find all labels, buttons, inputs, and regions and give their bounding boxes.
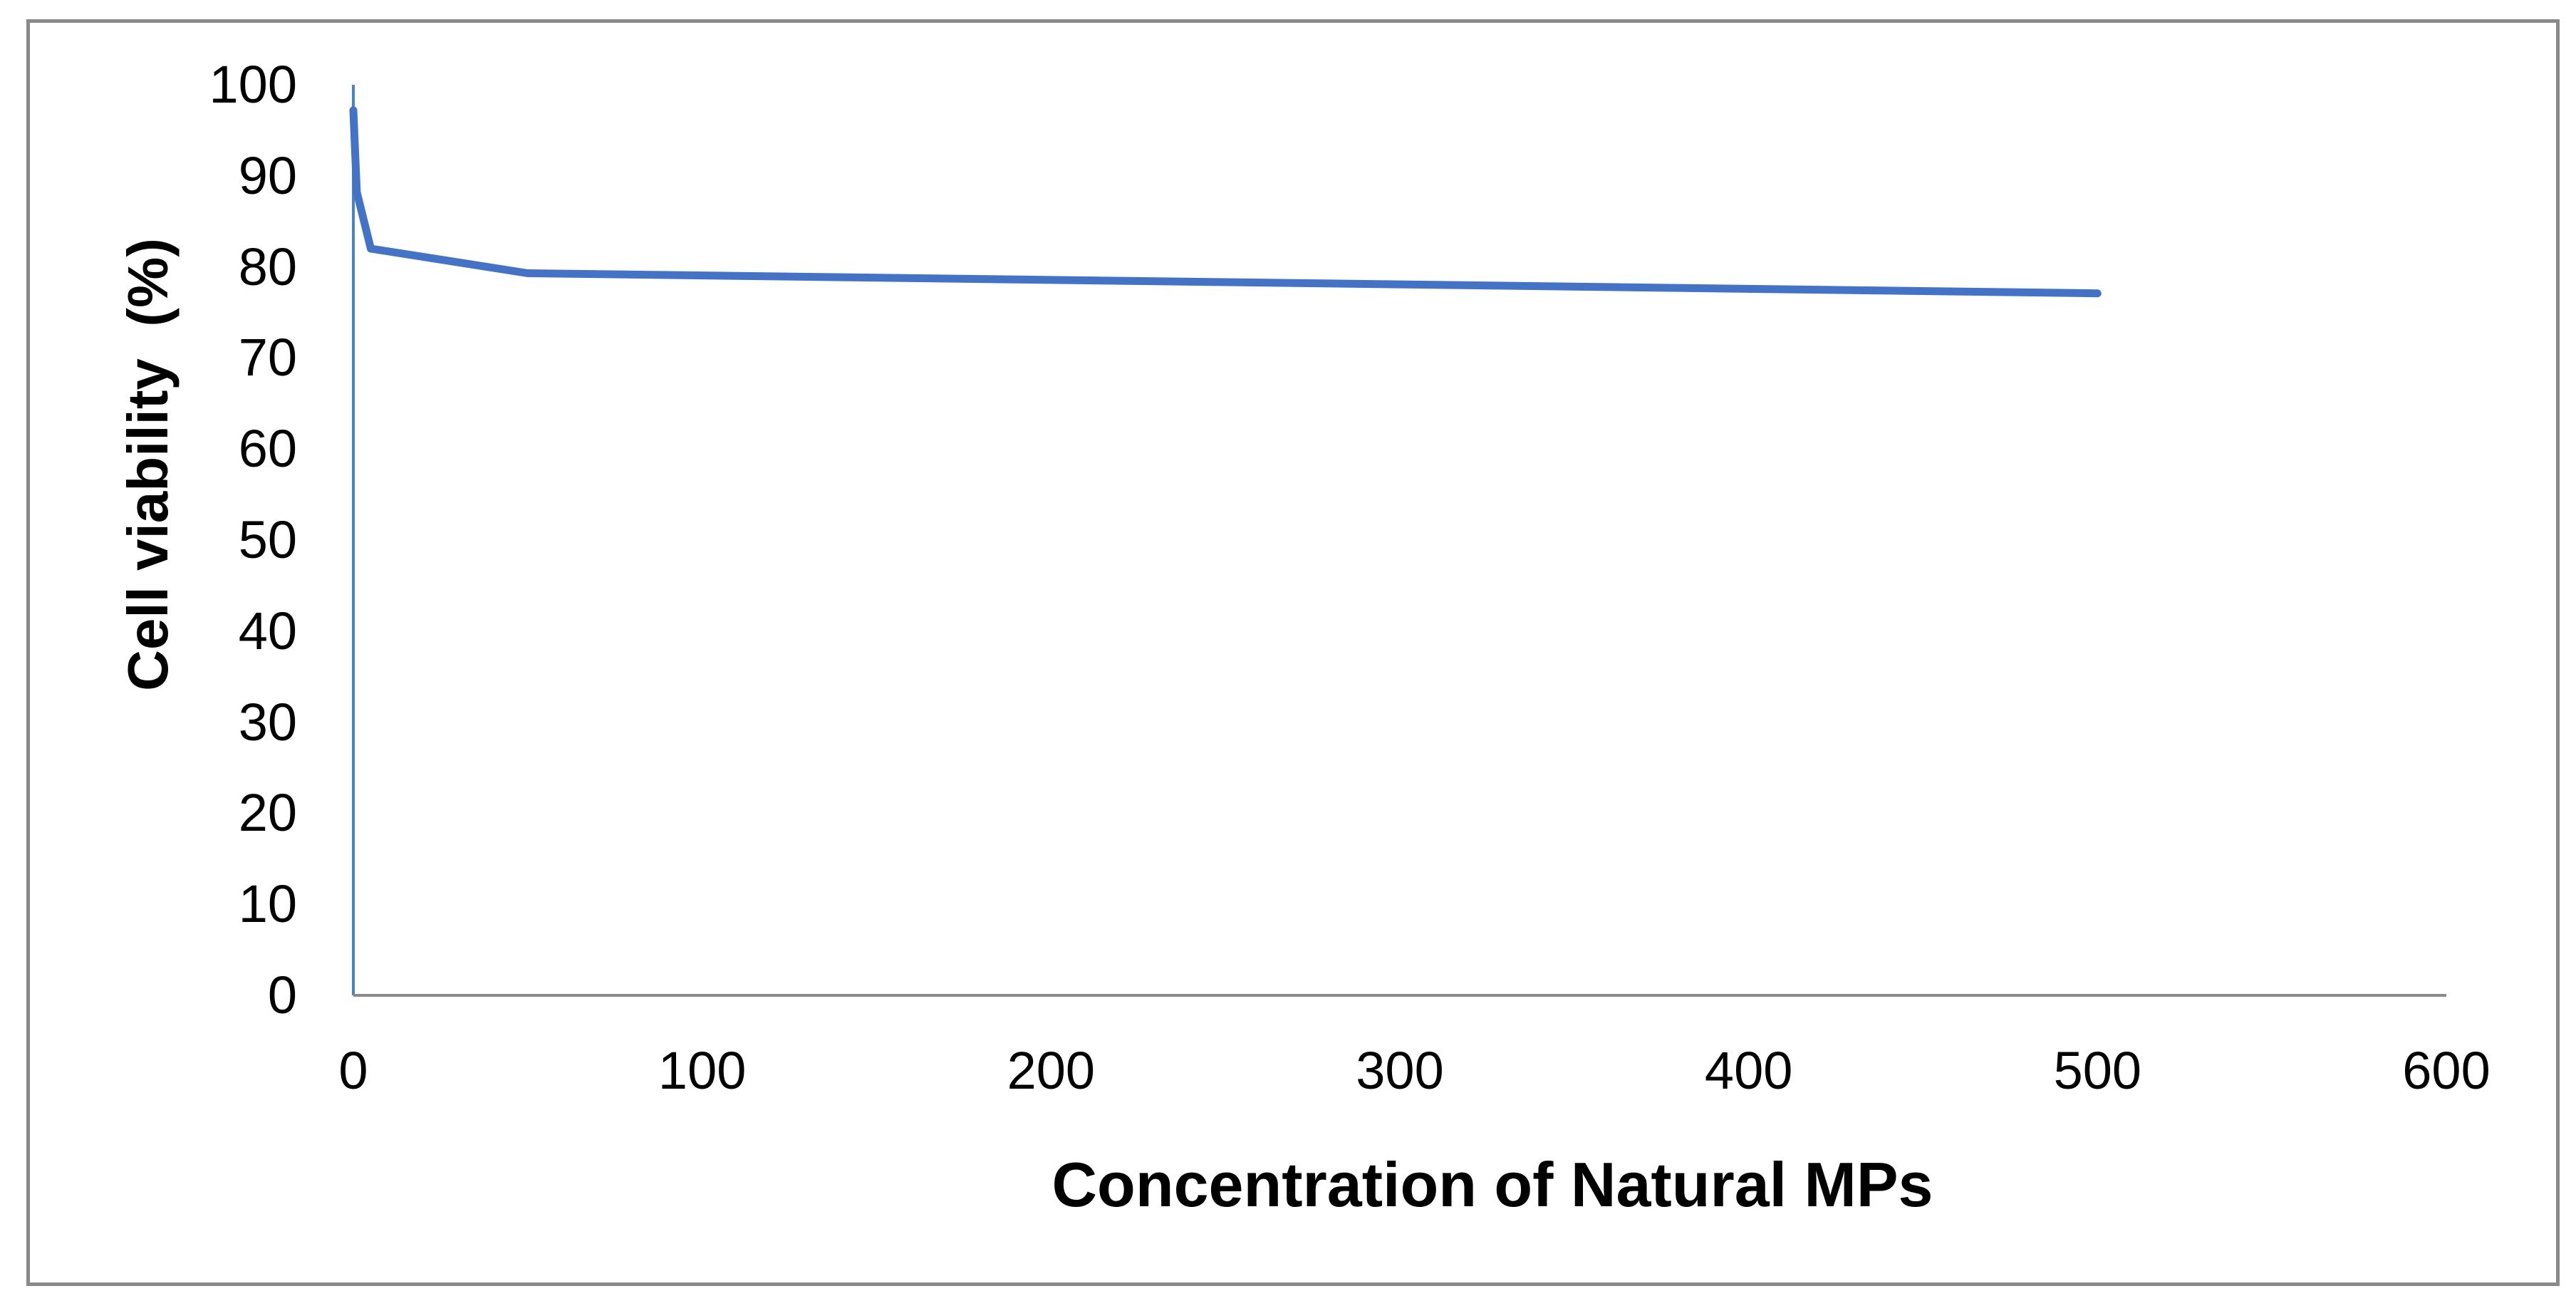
- y-tick-label: 90: [238, 145, 297, 205]
- chart-frame: [26, 19, 2560, 1286]
- y-tick-label: 60: [238, 419, 297, 479]
- x-tick-label: 500: [2053, 1041, 2142, 1100]
- y-tick-label: 40: [238, 601, 297, 660]
- y-tick-label: 70: [238, 328, 297, 388]
- y-tick-label: 10: [238, 874, 297, 934]
- y-tick-label: 20: [238, 783, 297, 843]
- y-axis-title: Cell viability (%): [116, 238, 180, 691]
- y-tick-label: 100: [209, 55, 297, 114]
- y-tick-label: 30: [238, 692, 297, 752]
- data-series-line: [349, 106, 2102, 298]
- y-tick-label: 0: [267, 965, 297, 1025]
- y-tick-label: 50: [238, 510, 297, 569]
- x-tick-label: 300: [1356, 1041, 1444, 1100]
- x-tick-label: 200: [1007, 1041, 1096, 1100]
- x-tick-label: 600: [2402, 1041, 2491, 1100]
- x-axis-title: Concentration of Natural MPs: [1051, 1149, 1933, 1220]
- x-tick-label: 100: [658, 1041, 747, 1100]
- x-tick-label: 0: [338, 1041, 368, 1100]
- x-tick-label: 400: [1704, 1041, 1793, 1100]
- y-tick-label: 80: [238, 237, 297, 296]
